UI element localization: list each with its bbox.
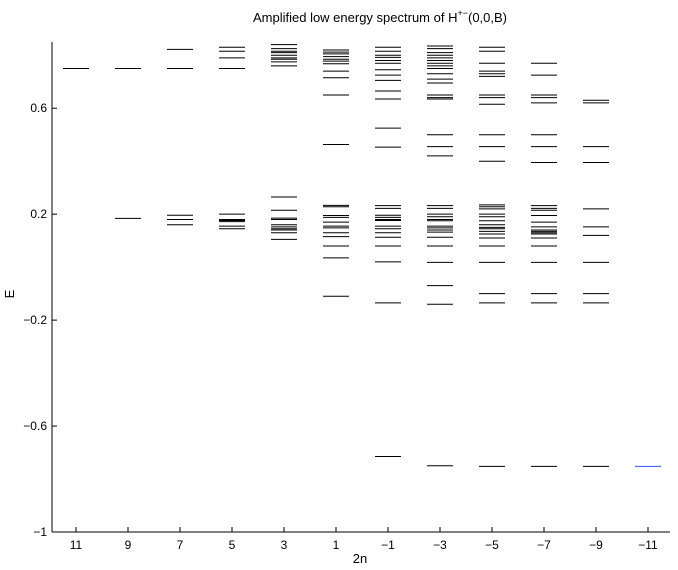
y-axis-title: E (2, 289, 17, 298)
y-tick-label: 0.2 (30, 207, 47, 221)
y-tick-label: −0.2 (23, 313, 47, 327)
chart-title-main: Amplified low energy spectrum of H (253, 10, 457, 25)
x-axis-title: 2n (353, 551, 367, 566)
y-tick-label: −1 (33, 525, 47, 539)
x-tick-label: −11 (638, 538, 658, 552)
x-tick-label: −7 (537, 538, 551, 552)
x-tick-label: 11 (70, 538, 83, 552)
chart-title: Amplified low energy spectrum of H+−(0,0… (253, 8, 507, 25)
y-tick-label: 0.6 (30, 101, 47, 115)
x-tick-label: 5 (229, 538, 236, 552)
chart-title-suffix: (0,0,B) (468, 10, 507, 25)
x-tick-label: −9 (589, 538, 603, 552)
x-tick-label: −3 (433, 538, 447, 552)
x-tick-label: −1 (381, 538, 395, 552)
y-tick-label: −0.6 (23, 419, 47, 433)
plot-area: 0.6 0.2 −0.2 −0.6 −1 11 9 7 5 3 1 −1 −3 −5 −7 −9 −11 (23, 42, 670, 552)
chart-title-superscript: +− (457, 8, 468, 18)
x-tick-label: 7 (177, 538, 184, 552)
x-tick-label: 3 (281, 538, 288, 552)
x-tick-label: 1 (333, 538, 340, 552)
x-tick-label: −5 (485, 538, 499, 552)
x-tick-label: 9 (125, 538, 132, 552)
